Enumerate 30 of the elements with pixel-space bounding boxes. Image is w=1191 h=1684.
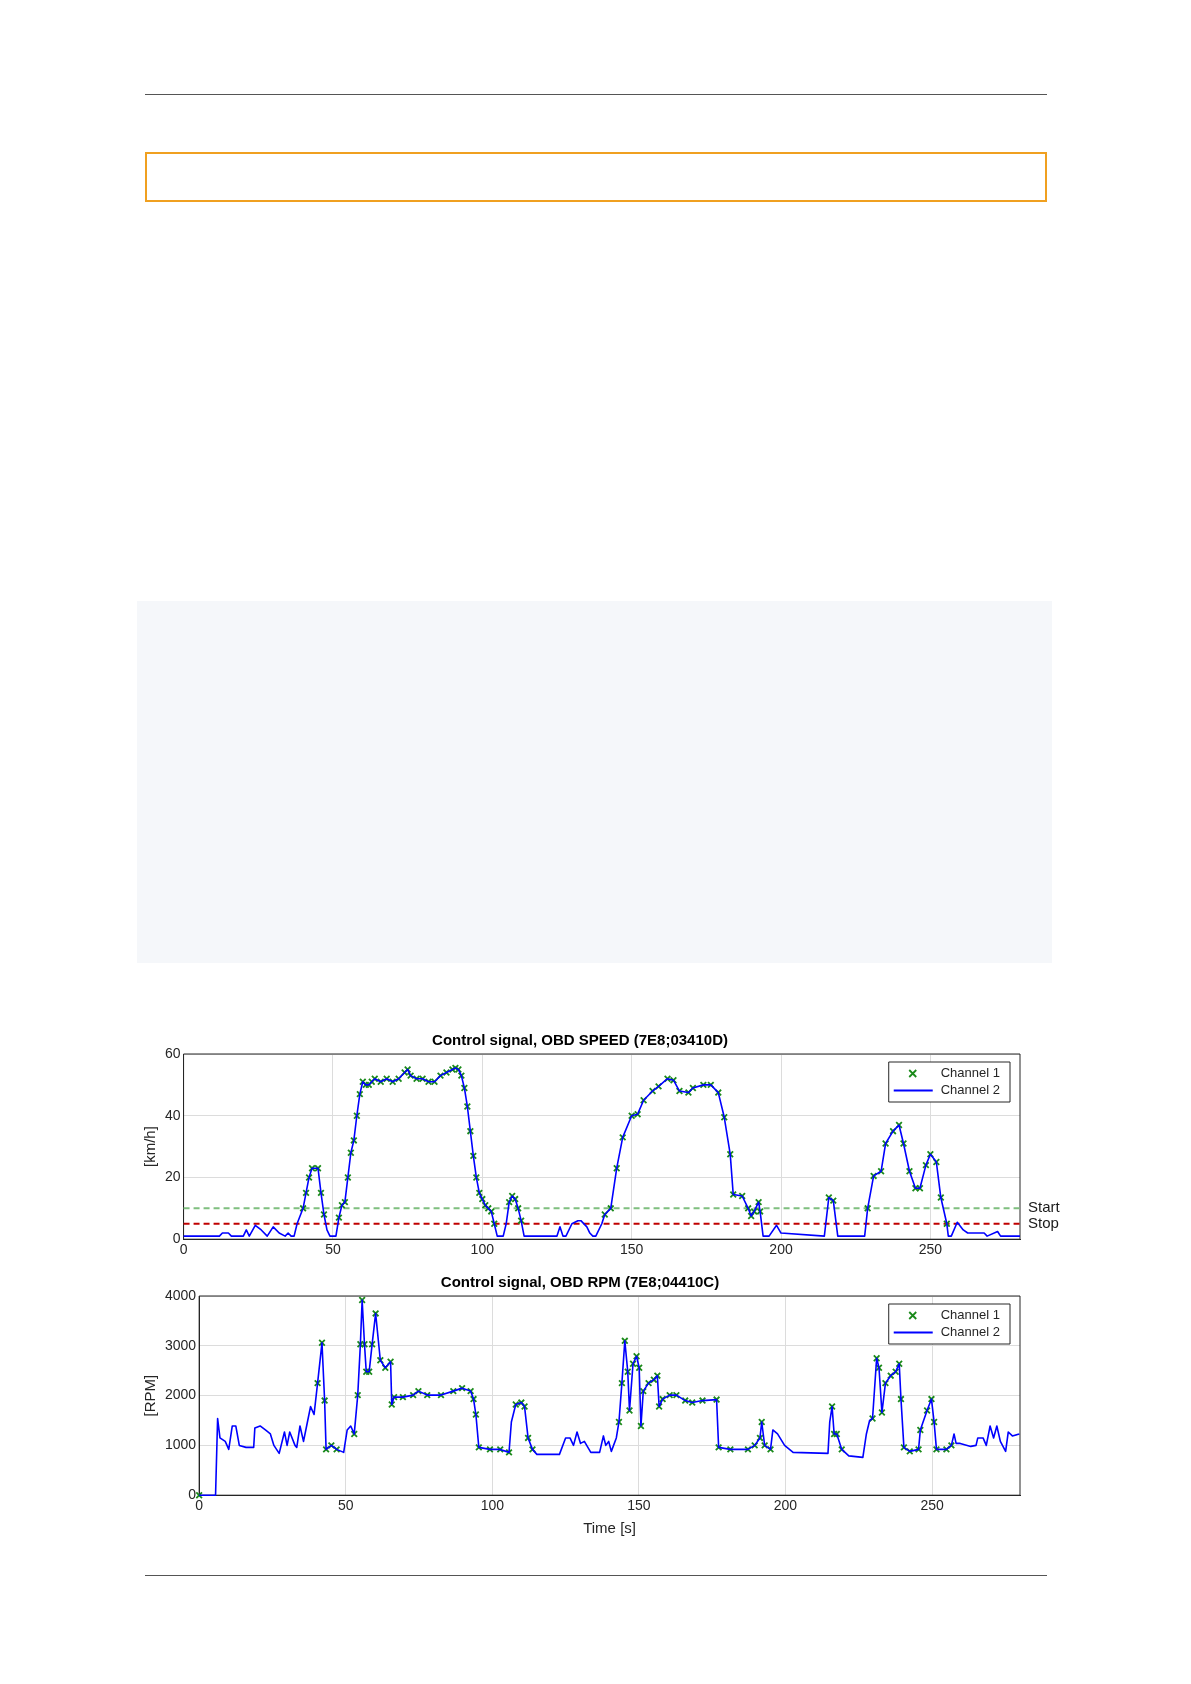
x-tick-label: 200	[773, 1497, 798, 1514]
y-tick-label: 60	[164, 1044, 181, 1061]
y-tick-label: 40	[164, 1106, 181, 1123]
x-tick-label: 200	[769, 1241, 793, 1258]
x-axis-title: Time [s]	[583, 1519, 636, 1537]
legend-label: Channel 2	[940, 1324, 1001, 1340]
y-tick-label: 4000	[164, 1286, 197, 1303]
y-tick-label: 0	[172, 1230, 181, 1247]
x-tick-label: 150	[627, 1497, 651, 1514]
x-tick-label: 50	[325, 1241, 341, 1258]
chart-title: Control signal, OBD SPEED (7E8;03410D)	[432, 1031, 728, 1049]
x-tick-label: 50	[337, 1497, 354, 1514]
y-tick-label: 20	[164, 1168, 181, 1185]
y-tick-label: 0	[188, 1486, 197, 1503]
x-tick-label: 250	[918, 1241, 943, 1258]
ref-line-label: Start	[1028, 1198, 1061, 1216]
y-axis-title: [km/h]	[141, 1126, 159, 1168]
legend-label: Channel 1	[940, 1065, 1001, 1081]
y-axis-title: [RPM]	[141, 1374, 159, 1417]
x-tick-label: 250	[920, 1497, 944, 1514]
x-tick-label: 100	[480, 1497, 505, 1514]
y-tick-label: 1000	[164, 1436, 197, 1453]
x-tick-label: 100	[470, 1241, 495, 1258]
y-tick-label: 3000	[164, 1336, 197, 1353]
x-tick-label: 150	[619, 1241, 644, 1258]
chart-title: Control signal, OBD RPM (7E8;04410C)	[440, 1273, 720, 1291]
legend-label: Channel 2	[940, 1082, 1001, 1098]
ref-line-label: Stop	[1028, 1213, 1059, 1231]
y-tick-label: 2000	[164, 1386, 197, 1403]
legend-label: Channel 1	[940, 1307, 1001, 1323]
